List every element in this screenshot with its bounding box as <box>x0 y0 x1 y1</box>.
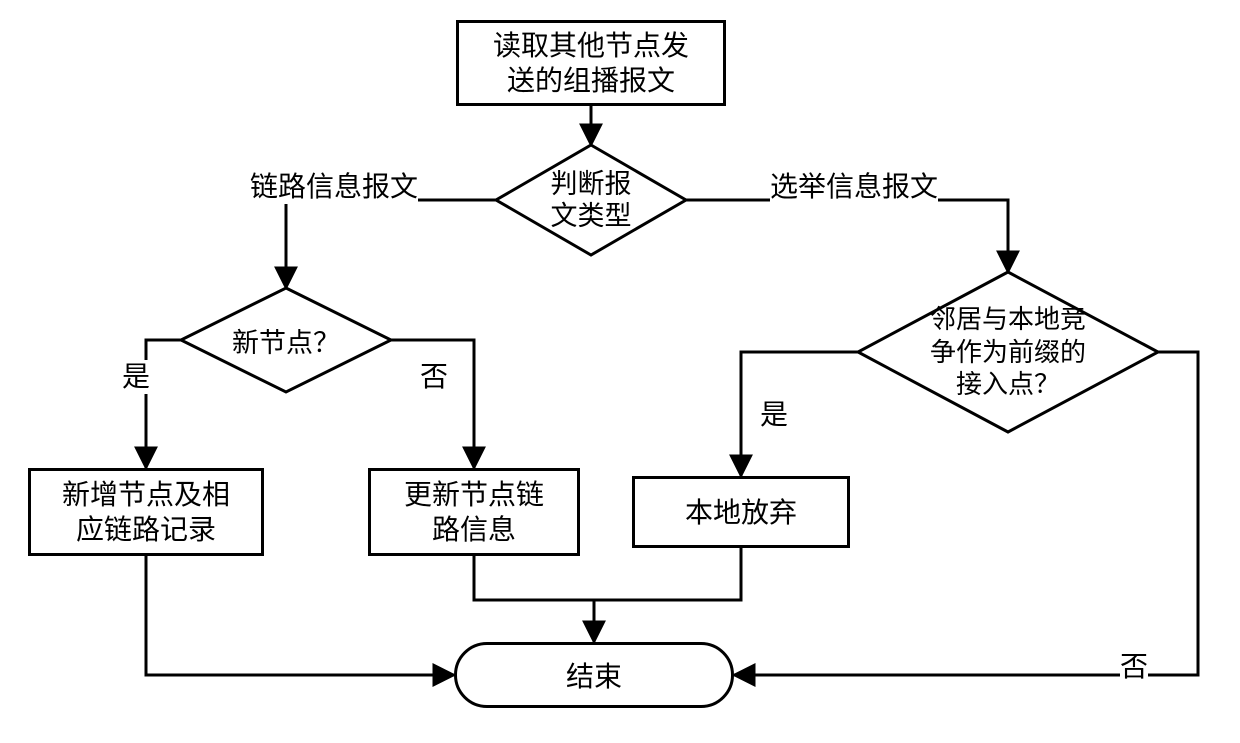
node-local-abandon: 本地放弃 <box>632 476 850 548</box>
edge-e8 <box>474 556 594 642</box>
node-update-link: 更新节点链路信息 <box>368 468 580 556</box>
edge-label-no2: 否 <box>1120 650 1148 684</box>
flowchart-canvas: 读取其他节点发送的组播报文 判断报文类型 新节点？ 邻居与本地竞争作为前缀的接入… <box>0 0 1240 743</box>
edge-label-no1: 否 <box>420 360 448 394</box>
node-judge-type-label: 判断报文类型 <box>496 145 686 255</box>
edge-e7 <box>146 556 454 675</box>
edge-e2 <box>286 200 496 288</box>
edge-e9 <box>594 548 741 600</box>
node-label: 新增节点及相应链路记录 <box>62 477 230 547</box>
node-label: 更新节点链路信息 <box>404 477 544 547</box>
node-neighbor-q-label: 邻居与本地竞争作为前缀的接入点？ <box>858 272 1158 432</box>
edge-e4 <box>146 340 181 468</box>
node-label: 本地放弃 <box>685 495 797 530</box>
node-end: 结束 <box>454 642 734 708</box>
node-label: 结束 <box>566 655 622 695</box>
edge-label-yes2: 是 <box>760 398 788 432</box>
node-label: 读取其他节点发送的组播报文 <box>493 28 689 98</box>
edge-label-elect-msg: 选举信息报文 <box>770 170 938 204</box>
edge-e3 <box>686 200 1008 272</box>
node-add-record: 新增节点及相应链路记录 <box>28 468 264 556</box>
node-new-node-q-label: 新节点？ <box>181 288 391 392</box>
node-read-multicast: 读取其他节点发送的组播报文 <box>456 20 726 106</box>
edge-label-link-msg: 链路信息报文 <box>250 170 418 204</box>
edge-label-yes1: 是 <box>122 360 150 394</box>
edge-e6 <box>741 352 858 476</box>
